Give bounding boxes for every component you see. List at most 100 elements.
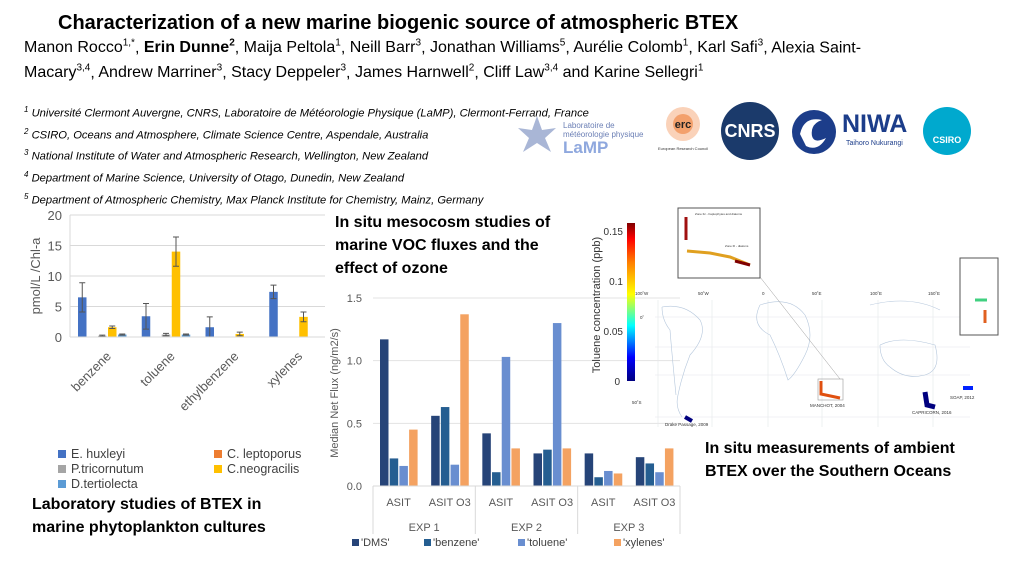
y-tick-label: 0 [55,330,62,345]
niwa-subtitle: Taihoro Nukurangi [846,140,903,147]
lamp-wordmark: LaMP [563,138,609,157]
bar-ASIT [613,473,623,486]
error-bar [270,284,277,300]
bar-ASIT O3 [450,464,460,486]
group-label: EXP 3 [613,522,644,534]
bar-ASIT O3 [562,448,572,486]
author: Maija Peltola1 [243,38,341,57]
bar-xylenes [299,316,308,337]
svg-text:CAPRICORN, 2016: CAPRICORN, 2016 [912,410,952,415]
lab-bar-chart: 0 5 10 15 20 pmol/L /Chl-a benzene tolueneethyl… [28,208,325,414]
mesocosm-flux-chart: 0.0 0.5 1.0 1.5 Median Net Flux (ng/m2/s) ASI… [329,293,681,534]
svg-text:100˚E: 100˚E [870,290,882,296]
x-tick-label: ASIT O3 [429,497,471,509]
y-tick-label: 1.0 [347,356,362,368]
error-bar [79,282,86,313]
lamp-subtitle: Laboratoire de météorologie physique [563,121,644,139]
legend-swatch [214,450,222,458]
bar-ASIT [482,433,491,486]
svg-text:0.15: 0.15 [604,227,624,238]
bar-xylenes [269,291,278,337]
bar-ASIT [584,453,594,486]
author: Alexia Saint- [771,39,862,57]
y-tick-label: 0.5 [347,418,362,430]
legend-item: 'DMS' [352,537,390,549]
bar-ASIT [399,465,408,486]
bar-ASIT O3 [440,407,450,486]
svg-text:0˚: 0˚ [640,314,645,320]
bar-benzene [78,297,87,337]
bar-ASIT [604,470,613,486]
author: Jonathan Williams5 [429,38,566,57]
bar-ASIT O3 [552,323,562,486]
legend-item: C. leptoporus [214,447,301,461]
svg-text:50˚W: 50˚W [698,290,710,296]
group-label: EXP 1 [409,522,440,534]
x-tick-label: toluene [137,349,178,390]
bar-ASIT O3 [655,472,664,486]
legend-item: D.tertiolecta [58,477,138,491]
bar-ASIT O3 [431,415,440,486]
snowflake-icon [518,116,556,152]
svg-text:European Research Council: European Research Council [658,146,708,151]
bar-ASIT [511,448,520,486]
svg-text:0: 0 [762,291,765,296]
niwa-logo: NIWA [842,110,908,138]
bar-ASIT O3 [664,448,674,486]
author: Aurélie Colomb1 [573,38,689,57]
csiro-logo: CSIRO [923,107,971,155]
bar-benzene [108,327,117,337]
bar-benzene [118,334,127,337]
x-tick-label: ASIT [489,497,514,509]
bar-ASIT [492,472,501,486]
error-bar [119,333,126,336]
lamp-logo [515,114,561,158]
lab-caption: Laboratory studies of BTEX in marine phyt… [32,496,266,536]
legend-item: 'benzene' [424,537,479,549]
error-bar [109,325,116,329]
legend-swatch [214,465,222,473]
bar-ASIT O3 [645,463,655,486]
y-tick-label: 10 [48,269,62,284]
affiliation: 3 National Institute of Water and Atmosp… [24,148,429,164]
y-tick-label: 5 [55,300,62,315]
author: James Harnwell2 [354,63,475,82]
author: Manon Rocco1,* [24,38,135,57]
bar-toluene [171,251,181,337]
authors-line-1: Manon Rocco1,*, Erin Dunne2, Maija Pelto… [24,38,862,57]
author: Cliff Law3,4 [483,63,559,82]
x-tick-label: ASIT [386,497,411,509]
ambient-caption: In situ measurements of ambient BTEX over… [705,440,955,480]
svg-text:0.05: 0.05 [604,327,624,338]
svg-text:150˚E: 150˚E [928,290,940,296]
legend-swatch [424,539,431,546]
svg-text:0: 0 [614,377,620,388]
svg-text:MANCHOT, 2004: MANCHOT, 2004 [810,403,845,408]
svg-text:SOAP, 2012: SOAP, 2012 [950,395,975,400]
bar-ASIT O3 [635,457,645,486]
manchot-inset: Zone IIc - haptophytes and diatoms Zone … [677,207,761,279]
x-tick-label: ASIT [591,497,616,509]
colorbar [627,223,635,381]
legend-item: C.neogracilis [214,462,299,476]
bar-ASIT [409,429,418,486]
author: Stacy Deppeler3 [231,63,347,82]
y-axis-label: Median Net Flux (ng/m2/s) [329,328,341,458]
affiliation: 1 Université Clermont Auvergne, CNRS, La… [24,105,589,120]
bar-ASIT [501,356,511,486]
error-bar [183,333,189,336]
bar-toluene [181,334,191,337]
legend-swatch [518,539,525,546]
lab-chart-legend: E. huxleyi C. leptoporus P.tricornutum C.ne… [48,447,328,491]
authors-line-2: Macary3,4, Andrew Marriner3, Stacy Deppe… [24,63,704,82]
author: and Karine Sellegri1 [562,63,704,82]
svg-text:Zone IIc - haptophytes and dia: Zone IIc - haptophytes and diatoms [695,212,743,216]
legend-swatch [58,450,66,458]
toluene-map: Toluene concentration (ppb) 0 0.05 0.1 0… [591,207,999,427]
x-tick-label: ethylbenzene [176,349,241,414]
legend-swatch [58,465,66,473]
legend-swatch [614,539,621,546]
svg-text:Drake Passage, 2009: Drake Passage, 2009 [665,422,709,427]
sea2cloud-inset [959,257,999,336]
bar-ASIT O3 [543,449,552,486]
